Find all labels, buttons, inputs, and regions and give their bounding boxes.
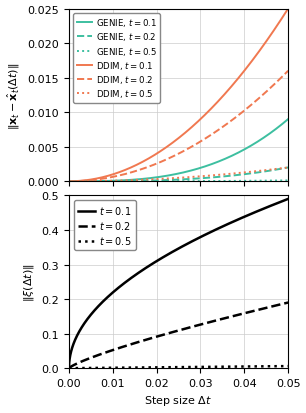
Legend: $t = 0.1$, $t = 0.2$, $t = 0.5$: $t = 0.1$, $t = 0.2$, $t = 0.5$ [74, 201, 136, 250]
Legend: GENIE, $t = 0.1$, GENIE, $t = 0.2$, GENIE, $t = 0.5$, DDIM, $t = 0.1$, DDIM, $t : GENIE, $t = 0.1$, GENIE, $t = 0.2$, GENI… [73, 14, 160, 103]
Y-axis label: $\|\xi(\Delta t)\|$: $\|\xi(\Delta t)\|$ [22, 263, 36, 301]
Y-axis label: $\|\mathbf{x}_t - \hat{\mathbf{x}}_t(\Delta t)\|$: $\|\mathbf{x}_t - \hat{\mathbf{x}}_t(\De… [6, 62, 22, 129]
X-axis label: Step size $\Delta t$: Step size $\Delta t$ [144, 394, 213, 408]
